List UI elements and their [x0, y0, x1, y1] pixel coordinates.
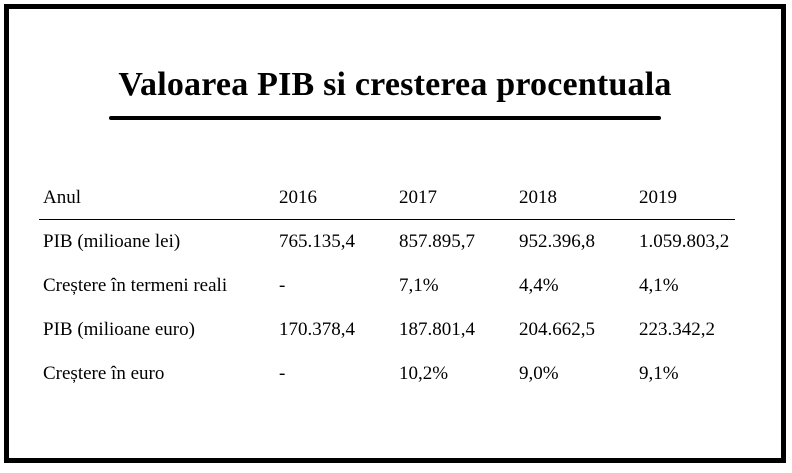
- table-cell: 4,4%: [519, 275, 559, 296]
- header-cell-2019: 2019: [639, 177, 735, 220]
- table-cell: -: [279, 363, 286, 384]
- header-cell-2017: 2017: [399, 177, 519, 220]
- table-cell: 223.342,2: [639, 319, 715, 340]
- table-row: Creștere în euro - 10,2% 9,0% 9,1%: [39, 352, 735, 396]
- table-row: PIB (milioane euro) 170.378,4 187.801,4 …: [39, 308, 735, 352]
- gdp-table: Anul 2016 2017 2018 2019 PIB (milioane l…: [39, 177, 735, 396]
- table-cell: 952.396,8: [519, 231, 595, 252]
- table-cell: 857.895,7: [399, 231, 475, 252]
- header-cell-year-label: Anul: [39, 177, 279, 220]
- table-cell: 9,1%: [639, 363, 679, 384]
- table-cell: 9,0%: [519, 363, 559, 384]
- page-title: Valoarea PIB si cresterea procentuala: [118, 66, 672, 103]
- row-label: PIB (milioane euro): [43, 319, 195, 340]
- table-header-row: Anul 2016 2017 2018 2019: [39, 177, 735, 220]
- header-cell-2018: 2018: [519, 177, 639, 220]
- row-label: Creștere în euro: [43, 363, 165, 384]
- table-cell: 1.059.803,2: [639, 231, 730, 252]
- row-label: Creștere în termeni reali: [43, 275, 228, 296]
- table-cell: 4,1%: [639, 275, 679, 296]
- table-cell: 10,2%: [399, 363, 449, 384]
- row-label: PIB (milioane lei): [43, 231, 181, 252]
- table-cell: -: [279, 275, 286, 296]
- table-cell: 187.801,4: [399, 319, 475, 340]
- table-row: Creștere în termeni reali - 7,1% 4,4% 4,…: [39, 264, 735, 308]
- table-row: PIB (milioane lei) 765.135,4 857.895,7 9…: [39, 220, 735, 265]
- table-cell: 170.378,4: [279, 319, 355, 340]
- title-underline: [109, 116, 661, 120]
- table-cell: 204.662,5: [519, 319, 595, 340]
- document-frame: Valoarea PIB si cresterea procentuala An…: [4, 4, 786, 463]
- header-cell-2016: 2016: [279, 177, 399, 220]
- table-cell: 765.135,4: [279, 231, 355, 252]
- table-cell: 7,1%: [399, 275, 439, 296]
